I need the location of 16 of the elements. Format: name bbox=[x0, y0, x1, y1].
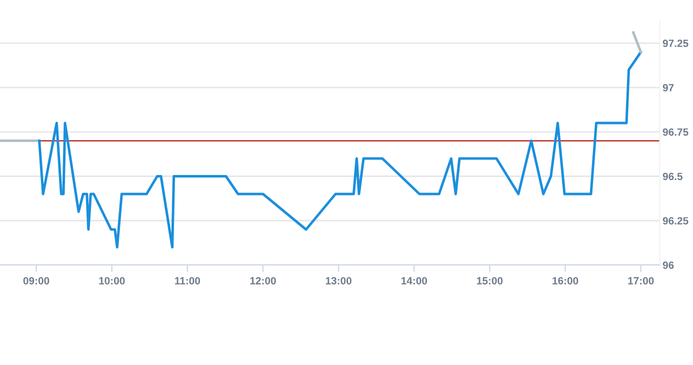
x-tick-label: 10:00 bbox=[99, 277, 125, 284]
y-tick-label: 96.75 bbox=[662, 128, 688, 136]
x-tick-label: 15:00 bbox=[477, 277, 503, 284]
y-tick-label: 96.25 bbox=[662, 217, 688, 224]
line-series bbox=[38, 50, 642, 248]
x-tick-label: 13:00 bbox=[326, 277, 352, 284]
y-tick-label: 96.5 bbox=[662, 172, 682, 180]
x-tick-label: 09:00 bbox=[23, 277, 50, 284]
y-tick-label: 97.25 bbox=[662, 40, 688, 48]
x-tick-label: 14:00 bbox=[401, 277, 428, 284]
x-tick-label: 12:00 bbox=[250, 277, 276, 284]
y-tick-label: 96 bbox=[662, 261, 674, 269]
x-tick-label: 11:00 bbox=[175, 277, 200, 284]
x-tick-label: 16:00 bbox=[552, 277, 578, 284]
y-tick-label: 97 bbox=[662, 84, 674, 92]
x-tick-label: 17:00 bbox=[628, 277, 654, 284]
